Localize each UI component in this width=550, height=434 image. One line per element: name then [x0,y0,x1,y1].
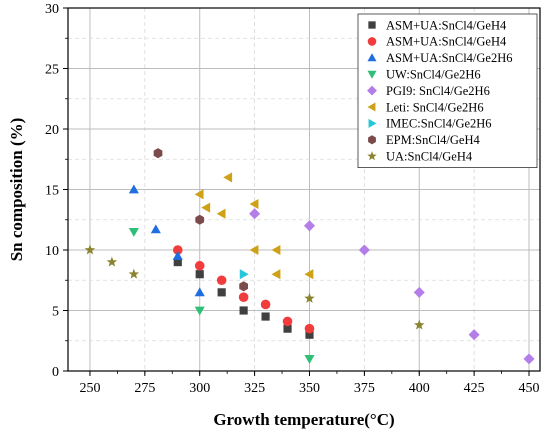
data-point-series-8 [239,281,248,292]
data-point-series-1 [305,330,314,339]
data-point-series-1 [217,288,226,297]
data-point-series-6 [201,202,211,213]
data-point-series-1 [195,270,204,279]
data-point-series-4 [304,355,315,364]
legend-label: UA:SnCl4/GeH4 [386,150,473,164]
data-point-series-2 [194,260,205,271]
x-tick-label: 450 [519,381,540,396]
data-point-series-2 [304,323,315,334]
y-tick-label: 0 [52,365,59,380]
data-point-series-4 [194,306,205,316]
data-point-series-6 [271,269,281,280]
data-points [84,148,535,365]
legend-label: ASM+UA:SnCl4/GeH4 [386,18,507,32]
data-point-series-3 [128,184,139,194]
data-point-series-9 [106,256,118,267]
legend-marker [367,151,377,161]
legend-marker [367,102,376,112]
y-tick-label: 30 [45,2,59,17]
x-tick-label: 350 [299,381,320,396]
legend-label: UW:SnCl4/Ge2H6 [386,68,481,82]
legend-marker [368,21,376,29]
data-point-series-7 [239,269,249,280]
data-point-series-6 [223,172,233,183]
data-point-series-2 [216,275,227,286]
data-point-series-6 [249,198,259,210]
data-point-series-6 [271,244,281,256]
data-point-series-5 [303,220,316,232]
data-point-series-3 [150,224,161,234]
y-tick-label: 10 [45,244,59,259]
data-point-series-2 [238,292,249,302]
legend-marker [368,135,376,145]
data-point-series-1 [239,306,248,315]
legend-label: PGI9: SnCl4/Ge2H6 [386,84,490,98]
data-point-series-9 [128,268,140,279]
data-point-series-3 [172,251,183,260]
x-tick-label: 375 [354,381,375,396]
legend-label: Leti: SnCl4/Ge2H6 [386,100,484,114]
data-point-series-6 [249,244,259,256]
x-tick-label: 425 [464,381,485,396]
legend-marker [367,53,377,62]
data-point-series-2 [172,245,183,255]
data-point-series-3 [194,287,205,297]
data-point-series-5 [523,353,535,365]
legend-marker [367,85,377,96]
data-point-series-9 [304,292,315,303]
legend-label: IMEC:SnCl4/Ge2H6 [386,117,492,131]
data-point-series-5 [413,286,425,298]
data-point-series-5 [358,244,370,256]
data-point-series-5 [468,329,480,341]
y-tick-label: 15 [45,184,59,199]
data-point-series-9 [414,319,425,330]
legend-marker [367,70,377,79]
x-tick-label: 325 [244,381,265,396]
legend-label: ASM+UA:SnCl4/Ge2H6 [386,51,513,65]
x-tick-label: 275 [134,381,155,396]
data-point-series-6 [216,208,226,219]
data-point-series-1 [283,324,292,333]
y-tick-label: 20 [45,123,59,138]
data-point-series-5 [249,208,261,220]
y-tick-label: 5 [52,305,59,320]
data-point-series-8 [153,148,163,159]
data-point-series-2 [282,316,293,327]
data-point-series-6 [194,189,204,200]
legend: ASM+UA:SnCl4/GeH4 ASM+UA:SnCl4/GeH4 ASM+UA… [357,13,538,169]
y-tick-label: 25 [45,63,59,78]
legend-label: EPM:SnCl4/GeH4 [386,133,481,147]
axes: 250 275 300 325 350 375 400 425 450 0 5 10 15 20 25 30 [45,2,541,396]
legend-box [357,13,538,169]
data-point-series-1 [261,312,270,321]
data-point-series-9 [84,244,96,255]
legend-marker [367,37,377,46]
data-point-series-8 [195,214,205,225]
x-tick-label: 300 [189,381,210,396]
data-point-series-6 [304,269,314,280]
data-point-series-4 [128,228,139,237]
y-axis-title: Sn composition (%) [7,118,26,262]
x-tick-label: 400 [409,381,430,396]
x-axis-title: Growth temperature(°C) [213,410,394,429]
data-point-series-1 [173,258,182,267]
x-tick-label: 250 [79,381,100,396]
legend-label: ASM+UA:SnCl4/GeH4 [386,35,507,49]
data-point-series-2 [260,299,271,310]
legend-marker [368,118,377,128]
